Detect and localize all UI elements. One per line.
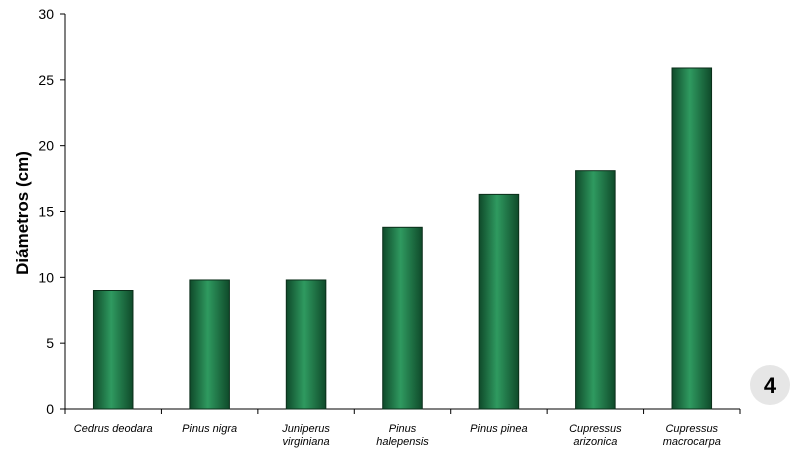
x-tick-label: Cupressus	[569, 423, 622, 435]
bar	[92, 290, 134, 410]
bar	[671, 67, 713, 410]
y-tick-label: 25	[38, 72, 54, 88]
x-tick-label: virginiana	[283, 436, 330, 448]
y-tick-label: 5	[46, 335, 54, 351]
axes-layer: 0 5 10 15 20 25 30	[38, 6, 741, 417]
bars-layer	[92, 67, 713, 410]
x-tick-label: Pinus nigra	[182, 423, 237, 435]
y-tick-label: 10	[38, 269, 54, 285]
bar	[575, 170, 616, 410]
x-tick-label: macrocarpa	[663, 436, 721, 448]
y-tick-label: 20	[38, 138, 54, 154]
bar	[382, 226, 423, 410]
bar	[189, 279, 230, 410]
x-tick-label: Pinus	[389, 423, 417, 435]
x-tick-label: arizonica	[573, 436, 617, 448]
x-tick-label: Cupressus	[665, 423, 718, 435]
x-tick-label: Cedrus deodara	[74, 423, 153, 435]
bar	[285, 279, 327, 410]
bar	[478, 193, 520, 410]
badge-circle	[750, 365, 790, 405]
y-tick-label: 0	[46, 401, 54, 417]
y-axis-title: Diámetros (cm)	[13, 151, 32, 275]
page-number-badge: 4	[750, 365, 790, 405]
y-tick-label: 30	[38, 6, 54, 22]
x-tick-label: Pinus pinea	[470, 423, 528, 435]
labels-layer: Cedrus deodara Pinus nigra Juniperusvirgin…	[74, 423, 721, 448]
x-tick-label: Juniperus	[281, 423, 330, 435]
x-tick-label: halepensis	[376, 436, 429, 448]
y-tick-label: 15	[38, 204, 54, 220]
badge-label: 4	[764, 373, 777, 398]
